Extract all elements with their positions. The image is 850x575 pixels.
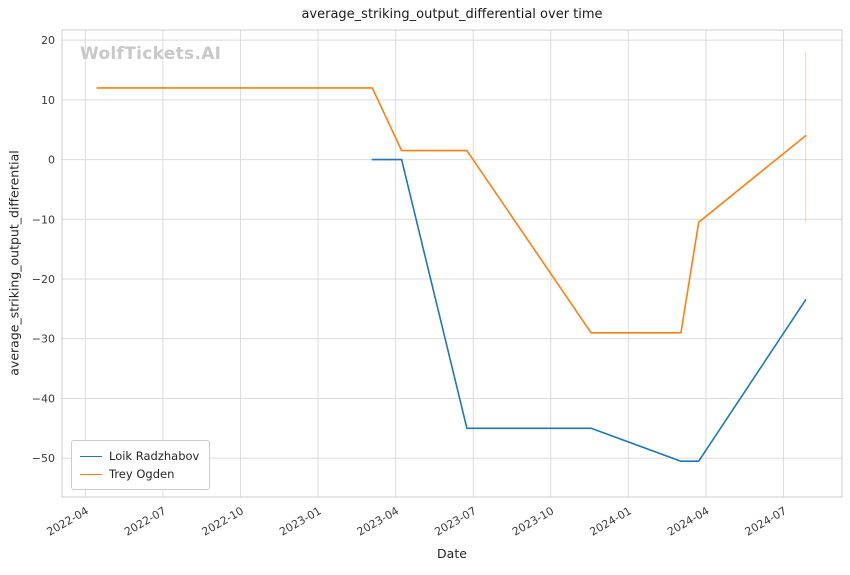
y-axis-label: average_striking_output_differential — [6, 150, 22, 376]
x-tick-label: 2023-04 — [355, 504, 401, 538]
x-tick-label: 2023-07 — [432, 504, 478, 538]
legend-label-loik: Loik Radzhabov — [109, 449, 200, 463]
x-tick-label: 2023-10 — [510, 504, 556, 538]
x-axis-label: Date — [437, 546, 467, 561]
legend-item-trey: Trey Ogden — [80, 465, 199, 483]
y-tick-label: −50 — [32, 452, 55, 465]
x-tick-label: 2022-10 — [200, 504, 246, 538]
y-tick-label: −40 — [32, 392, 55, 405]
chart-title: average_striking_output_differential ove… — [301, 7, 603, 22]
x-tick-label: 2023-01 — [277, 504, 323, 538]
x-tick-label: 2024-01 — [588, 504, 634, 538]
x-tick-label: 2022-04 — [44, 504, 90, 538]
y-tick-label: −20 — [32, 273, 55, 286]
y-tick-label: 20 — [41, 34, 55, 47]
series-line-1 — [96, 87, 807, 334]
plot-area — [62, 30, 842, 497]
y-tick-label: 10 — [41, 94, 55, 107]
legend-label-trey: Trey Ogden — [109, 467, 175, 481]
x-tick-label: 2024-07 — [743, 504, 789, 538]
series-line-0 — [371, 158, 807, 463]
plot-border — [61, 29, 843, 498]
legend-swatch-blue-line — [80, 455, 102, 457]
legend: Loik Radzhabov Trey Ogden — [71, 440, 211, 490]
y-tick-label: 0 — [48, 154, 55, 167]
x-tick-labels: 2022-04 2022-07 2022-10 2023-01 2023-04 2023-… — [44, 504, 788, 538]
x-tick-label: 2024-04 — [665, 504, 711, 538]
legend-item-loik: Loik Radzhabov — [80, 447, 199, 465]
legend-swatch-orange-line — [80, 473, 102, 475]
y-tick-label: −30 — [32, 333, 55, 346]
y-tick-labels: 20 10 0 −10 −20 −30 −40 −50 — [32, 34, 55, 465]
watermark: WolfTickets.AI — [80, 44, 222, 64]
y-tick-label: −10 — [32, 213, 55, 226]
x-tick-label: 2022-07 — [122, 504, 168, 538]
